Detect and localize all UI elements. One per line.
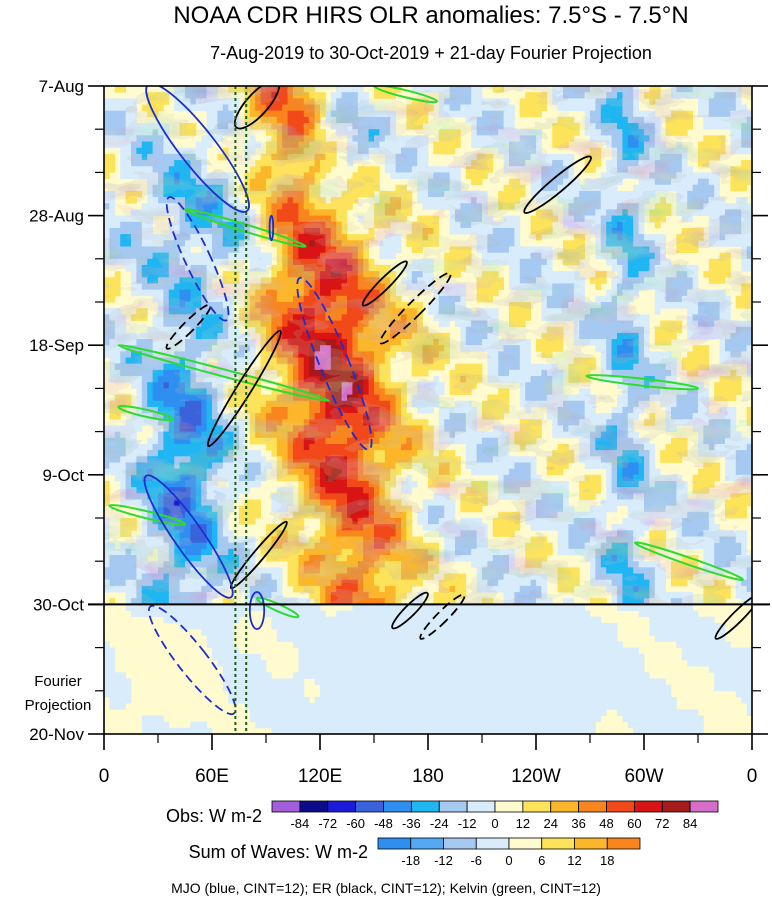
chart-title: NOAA CDR HIRS OLR anomalies: 7.5°S - 7.5… — [173, 2, 688, 29]
chart-subtitle: 7-Aug-2019 to 30-Oct-2019 + 21-day Fouri… — [210, 43, 652, 63]
plot-area — [104, 86, 752, 734]
